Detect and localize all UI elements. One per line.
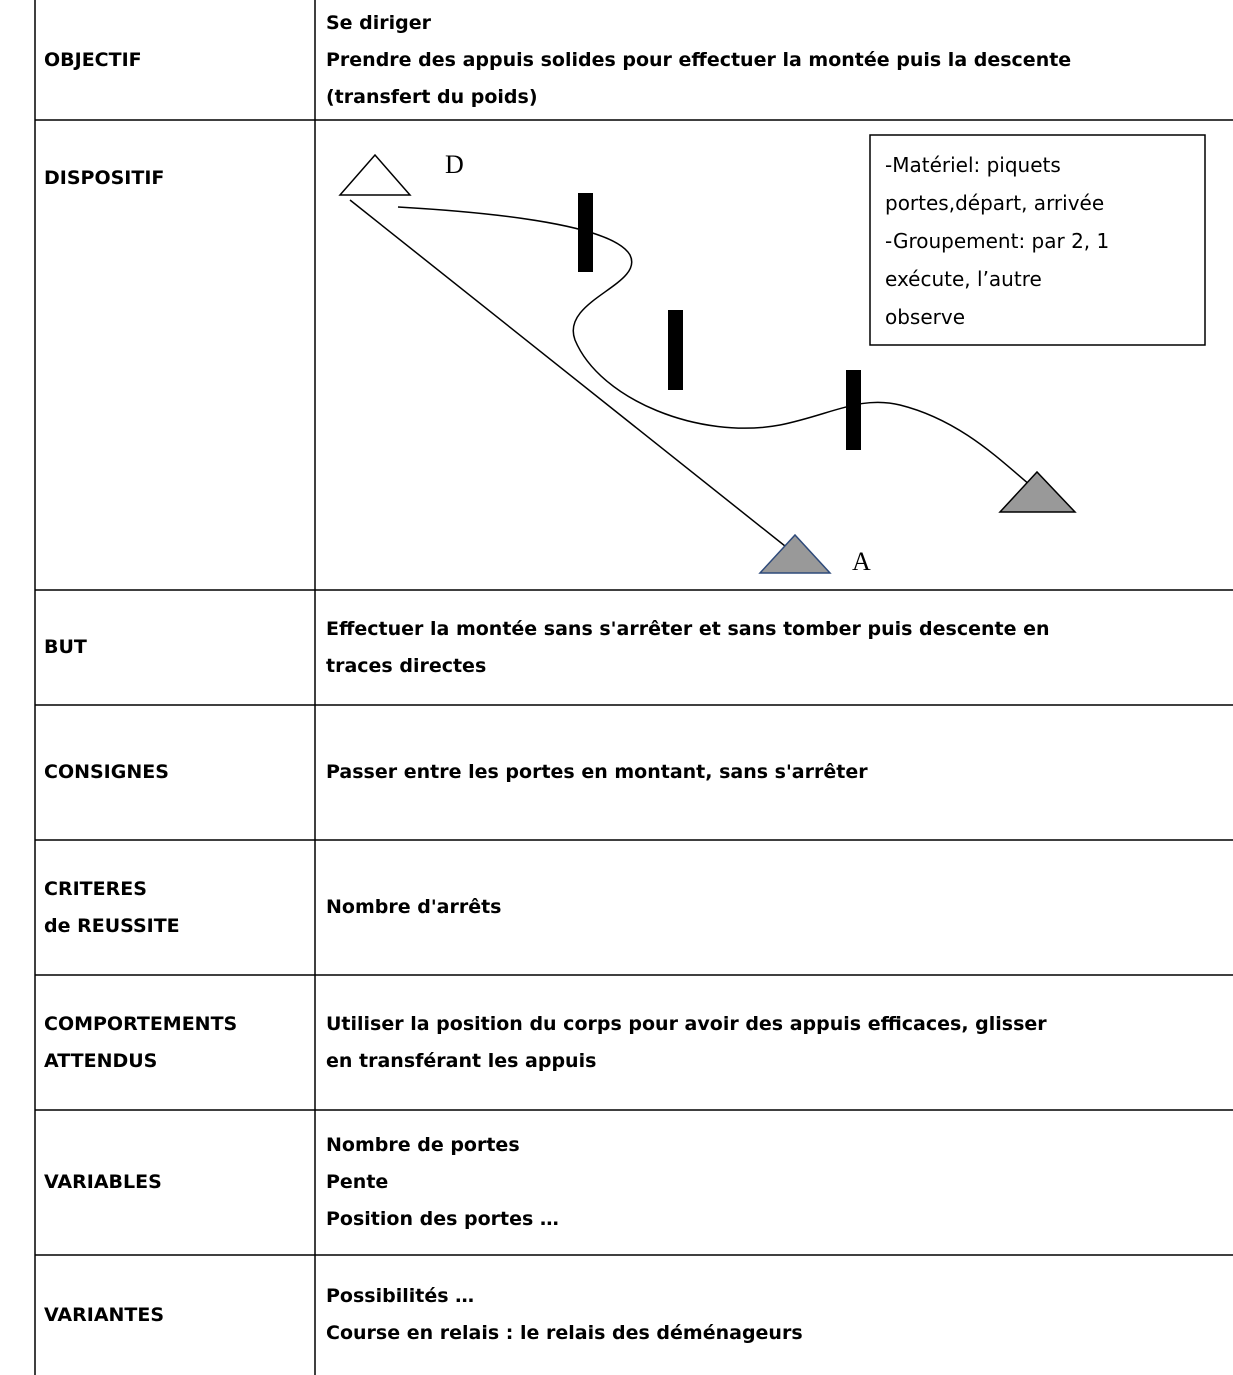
start-label: D <box>445 150 464 179</box>
row-content: Nombre de portes Pente Position des portes… <box>326 1110 1231 1255</box>
content-line: traces directes <box>326 654 487 677</box>
note-line: -Matériel: piquets <box>885 153 1061 177</box>
row-label: BUT <box>44 590 312 705</box>
note-line: portes,départ, arrivée <box>885 191 1104 215</box>
note-line: observe <box>885 305 965 329</box>
label-line: ATTENDUS <box>44 1049 158 1072</box>
finish-triangle <box>758 533 832 574</box>
label-line: VARIABLES <box>44 1171 162 1193</box>
label-line: DISPOSITIF <box>44 167 165 189</box>
finish-label: A <box>852 547 871 576</box>
content-line: (transfert du poids) <box>326 85 538 108</box>
note-line: -Groupement: par 2, 1 <box>885 229 1109 253</box>
borders <box>34 0 1233 1375</box>
content-line: Nombre de portes <box>326 1134 520 1156</box>
row-content: Utiliser la position du corps pour avoir… <box>326 975 1231 1110</box>
content-line: Nombre d'arrêts <box>326 896 502 918</box>
label-line: VARIANTES <box>44 1303 165 1326</box>
label-line: COMPORTEMENTS <box>44 1012 238 1035</box>
notes: -Matériel: piquets portes,départ, arrivée… <box>885 153 1109 329</box>
ascent-path <box>397 206 1031 486</box>
row-label: COMPORTEMENTS ATTENDUS <box>44 975 312 1110</box>
row-label: OBJECTIF <box>44 0 312 120</box>
gate <box>846 370 861 450</box>
gate <box>668 310 683 390</box>
label-line: de REUSSITE <box>44 914 180 937</box>
row-content: Effectuer la montée sans s'arrêter et sa… <box>326 590 1231 705</box>
gate <box>578 193 593 272</box>
row-label: VARIABLES <box>44 1110 312 1255</box>
row-label: CRITERES de REUSSITE <box>44 840 312 975</box>
content-line: Position des portes … <box>326 1208 559 1230</box>
label-line: CRITERES <box>44 877 147 900</box>
row-content: Possibilités … Course en relais : le rela… <box>326 1255 1231 1375</box>
note-line: exécute, l’autre <box>885 267 1042 291</box>
row-content: Nombre d'arrêts <box>326 840 1231 975</box>
content-line: Passer entre les portes en montant, sans… <box>326 761 868 783</box>
content-line: Course en relais : le relais des déménag… <box>326 1322 803 1344</box>
content-line: Possibilités … <box>326 1285 475 1307</box>
content-line: en transférant les appuis <box>326 1049 597 1072</box>
row-label: VARIANTES <box>44 1255 312 1375</box>
label-line: BUT <box>44 636 87 658</box>
content-line: Utiliser la position du corps pour avoir… <box>326 1012 1047 1035</box>
content-line: Pente <box>326 1171 389 1193</box>
row-label: CONSIGNES <box>44 705 312 840</box>
start-triangle <box>338 153 412 196</box>
row-content: Passer entre les portes en montant, sans… <box>326 705 1231 840</box>
label-line: OBJECTIF <box>44 48 142 71</box>
row-label: DISPOSITIF <box>44 120 312 590</box>
content-line: Prendre des appuis solides pour effectue… <box>326 48 1072 71</box>
row-content: Se diriger Prendre des appuis solides pou… <box>326 0 1231 120</box>
descent-line <box>349 199 791 551</box>
arrival-triangle <box>998 470 1077 513</box>
label-line: CONSIGNES <box>44 761 169 783</box>
content-line: Se diriger <box>326 11 432 34</box>
content-line: Effectuer la montée sans s'arrêter et sa… <box>326 617 1050 640</box>
diagram: D A -Matériel: piquets portes,départ, arr… <box>338 134 1206 576</box>
notes-box <box>869 134 1206 346</box>
